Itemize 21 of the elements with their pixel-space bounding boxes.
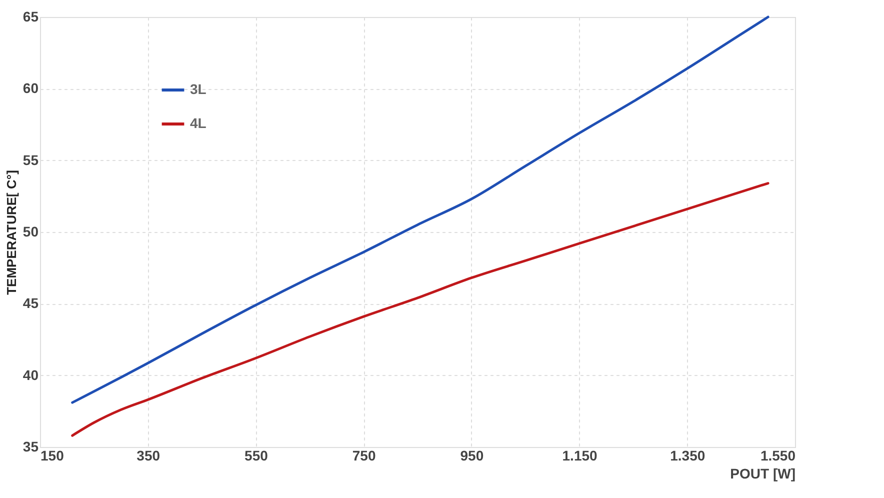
x-tick-label: 750 — [352, 448, 376, 464]
x-tick-label: 1.150 — [562, 448, 598, 464]
x-tick-label: 150 — [40, 448, 64, 464]
x-tick-label: 1.550 — [760, 448, 796, 464]
x-tick-label: 350 — [136, 448, 160, 464]
x-tick-label: 1.350 — [670, 448, 706, 464]
y-axis-title: TEMPERATURE[ C°] — [4, 170, 19, 295]
legend-label: 4L — [190, 115, 207, 131]
y-tick-label: 40 — [22, 366, 39, 383]
line-series — [71, 16, 770, 404]
y-tick-label: 65 — [22, 8, 39, 24]
y-tick-label: 55 — [22, 152, 39, 168]
x-tick-label: 550 — [244, 448, 268, 464]
x-axis-title: POUT [W] — [730, 466, 796, 482]
y-tick-label: 35 — [22, 438, 39, 454]
x-tick-label: 950 — [460, 448, 484, 464]
y-tick-label: 60 — [22, 80, 39, 96]
y-tick-label: 50 — [22, 224, 39, 240]
legend-label: 3L — [190, 81, 207, 97]
line-series — [71, 182, 770, 437]
y-tick-label: 45 — [22, 295, 39, 312]
